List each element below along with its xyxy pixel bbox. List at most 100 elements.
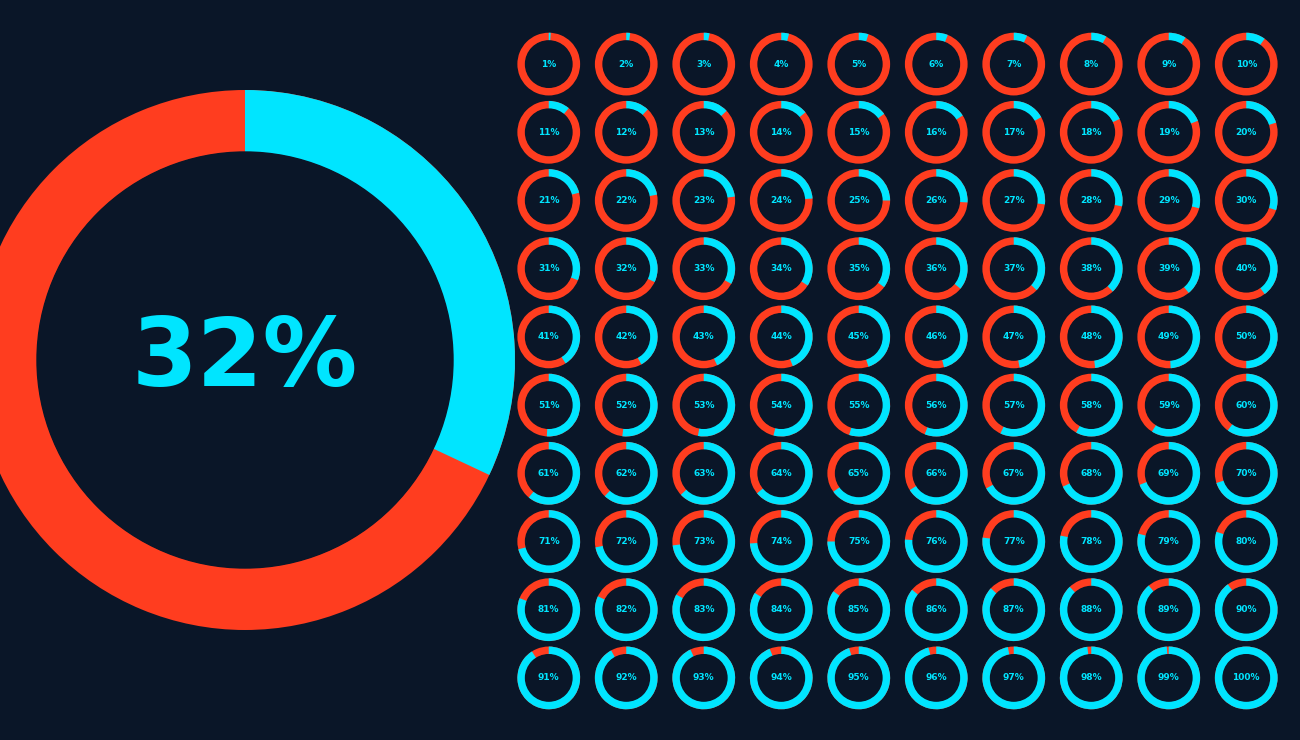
Wedge shape — [781, 238, 812, 286]
Wedge shape — [681, 442, 734, 505]
Circle shape — [1223, 178, 1270, 223]
Text: 56%: 56% — [926, 400, 946, 410]
Wedge shape — [627, 33, 630, 41]
Circle shape — [525, 41, 572, 87]
Circle shape — [758, 382, 805, 428]
Text: 33%: 33% — [693, 264, 715, 273]
Wedge shape — [1138, 169, 1200, 232]
Circle shape — [525, 587, 572, 633]
Circle shape — [913, 655, 959, 701]
Wedge shape — [672, 442, 734, 505]
Wedge shape — [595, 442, 658, 505]
Wedge shape — [672, 647, 734, 709]
Text: 68%: 68% — [1080, 469, 1102, 478]
Wedge shape — [983, 510, 1045, 573]
Text: 5%: 5% — [852, 60, 866, 69]
Text: 8%: 8% — [1084, 60, 1098, 69]
Wedge shape — [1138, 306, 1200, 369]
Wedge shape — [1091, 238, 1123, 292]
Text: 83%: 83% — [693, 605, 715, 614]
Text: 60%: 60% — [1235, 400, 1257, 410]
Text: 22%: 22% — [615, 196, 637, 205]
Text: 70%: 70% — [1235, 469, 1257, 478]
Wedge shape — [517, 579, 580, 641]
Circle shape — [991, 587, 1037, 633]
Wedge shape — [703, 169, 734, 198]
Text: 87%: 87% — [1002, 605, 1024, 614]
Wedge shape — [1014, 238, 1045, 290]
Text: 77%: 77% — [1002, 537, 1024, 546]
Text: 16%: 16% — [926, 128, 946, 137]
Wedge shape — [1247, 306, 1278, 369]
Circle shape — [603, 41, 650, 87]
Circle shape — [1069, 178, 1114, 223]
Wedge shape — [1216, 33, 1278, 95]
Text: 48%: 48% — [1080, 332, 1102, 341]
Wedge shape — [1169, 101, 1197, 124]
Wedge shape — [1060, 510, 1123, 573]
Circle shape — [991, 109, 1037, 155]
Text: 51%: 51% — [538, 400, 559, 410]
Circle shape — [1145, 518, 1192, 565]
Wedge shape — [983, 579, 1045, 641]
Circle shape — [1069, 382, 1114, 428]
Wedge shape — [517, 238, 580, 300]
Wedge shape — [905, 101, 967, 164]
Text: 95%: 95% — [848, 673, 870, 682]
Text: 27%: 27% — [1002, 196, 1024, 205]
Wedge shape — [595, 510, 658, 573]
Circle shape — [525, 314, 572, 360]
Wedge shape — [1247, 169, 1278, 210]
Text: 42%: 42% — [615, 332, 637, 341]
Wedge shape — [750, 647, 812, 709]
Wedge shape — [910, 442, 967, 505]
Circle shape — [1145, 314, 1192, 360]
Text: 12%: 12% — [615, 128, 637, 137]
Wedge shape — [517, 169, 580, 232]
Circle shape — [758, 314, 805, 360]
Circle shape — [1223, 41, 1270, 87]
Wedge shape — [1216, 306, 1278, 369]
Text: 30%: 30% — [1235, 196, 1257, 205]
Wedge shape — [750, 510, 812, 573]
Text: 41%: 41% — [538, 332, 559, 341]
Text: 82%: 82% — [615, 605, 637, 614]
Text: 96%: 96% — [926, 673, 948, 682]
Wedge shape — [750, 442, 812, 505]
Circle shape — [758, 246, 805, 292]
Wedge shape — [549, 169, 578, 195]
Wedge shape — [1138, 510, 1200, 573]
Wedge shape — [595, 579, 658, 641]
Circle shape — [758, 450, 805, 497]
Text: 76%: 76% — [926, 537, 948, 546]
Text: 15%: 15% — [848, 128, 870, 137]
Wedge shape — [781, 306, 812, 366]
Wedge shape — [595, 510, 658, 573]
Circle shape — [1069, 246, 1114, 292]
Circle shape — [991, 450, 1037, 497]
Wedge shape — [781, 33, 789, 41]
Text: 58%: 58% — [1080, 400, 1102, 410]
Wedge shape — [672, 579, 734, 641]
Wedge shape — [983, 101, 1045, 164]
Text: 50%: 50% — [1235, 332, 1257, 341]
Circle shape — [913, 109, 959, 155]
Wedge shape — [750, 306, 812, 369]
Wedge shape — [905, 510, 967, 573]
Circle shape — [603, 314, 650, 360]
Wedge shape — [529, 442, 580, 505]
Wedge shape — [781, 101, 806, 118]
Wedge shape — [983, 306, 1045, 369]
Wedge shape — [987, 442, 1045, 505]
Text: 79%: 79% — [1158, 537, 1179, 546]
Wedge shape — [1138, 647, 1200, 709]
Wedge shape — [924, 374, 967, 437]
Text: 69%: 69% — [1158, 469, 1179, 478]
Wedge shape — [244, 90, 515, 475]
Circle shape — [913, 450, 959, 497]
Circle shape — [680, 178, 727, 223]
Wedge shape — [1227, 374, 1278, 437]
Wedge shape — [1138, 374, 1200, 437]
Wedge shape — [983, 169, 1045, 232]
Circle shape — [758, 178, 805, 223]
